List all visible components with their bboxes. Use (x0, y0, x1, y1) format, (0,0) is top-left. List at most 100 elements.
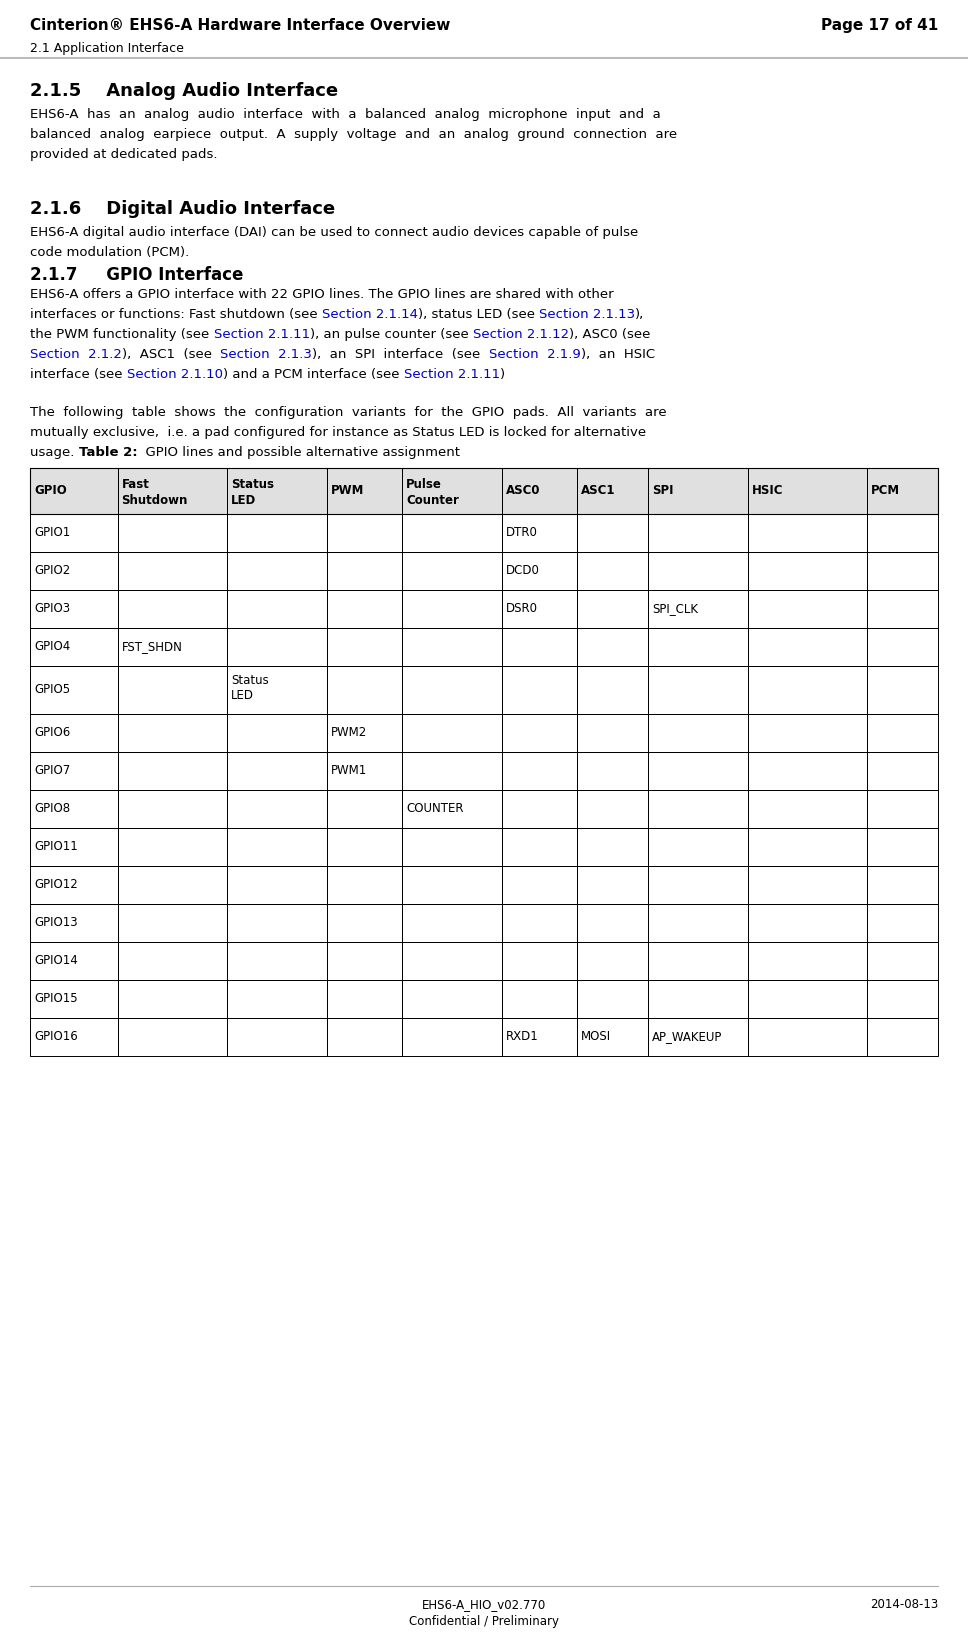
Text: ),  ASC1  (see: ), ASC1 (see (122, 347, 221, 360)
Bar (403, 627, 502, 667)
Bar (327, 514, 403, 552)
Text: ASC1: ASC1 (582, 483, 616, 496)
Bar (577, 514, 649, 552)
Bar (867, 714, 938, 752)
Bar (502, 590, 577, 627)
Text: LED: LED (231, 495, 257, 508)
Bar (403, 867, 502, 904)
Bar (577, 790, 649, 827)
Text: GPIO3: GPIO3 (34, 603, 70, 614)
Bar (30, 942, 117, 980)
Bar (577, 1017, 649, 1057)
Text: COUNTER: COUNTER (407, 803, 464, 816)
Bar (30, 714, 117, 752)
Bar (403, 904, 502, 942)
Bar (748, 468, 867, 514)
Text: GPIO8: GPIO8 (34, 803, 70, 816)
Bar (30, 752, 117, 790)
Bar (403, 552, 502, 590)
Text: The  following  table  shows  the  configuration  variants  for  the  GPIO  pads: The following table shows the configurat… (30, 406, 667, 419)
Bar (403, 790, 502, 827)
Bar (30, 867, 117, 904)
Text: GPIO16: GPIO16 (34, 1030, 77, 1043)
Bar (117, 667, 227, 714)
Text: ),  an  SPI  interface  (see: ), an SPI interface (see (313, 347, 489, 360)
Text: MOSI: MOSI (582, 1030, 612, 1043)
Bar (403, 590, 502, 627)
Bar (117, 790, 227, 827)
Text: 2.1.7     GPIO Interface: 2.1.7 GPIO Interface (30, 265, 243, 283)
Bar (867, 1017, 938, 1057)
Bar (30, 790, 117, 827)
Bar (867, 627, 938, 667)
Bar (327, 714, 403, 752)
Bar (649, 552, 748, 590)
Text: GPIO1: GPIO1 (34, 526, 71, 539)
Bar (502, 980, 577, 1017)
Text: ),  an  HSIC: ), an HSIC (581, 347, 655, 360)
Bar (649, 590, 748, 627)
Bar (117, 867, 227, 904)
Bar (117, 1017, 227, 1057)
Bar (502, 552, 577, 590)
Bar (649, 867, 748, 904)
Bar (748, 867, 867, 904)
Bar (30, 1017, 117, 1057)
Text: Section 2.1.14: Section 2.1.14 (322, 308, 418, 321)
Bar (327, 590, 403, 627)
Text: FST_SHDN: FST_SHDN (122, 640, 182, 654)
Text: Section  2.1.2: Section 2.1.2 (30, 347, 122, 360)
Bar (748, 627, 867, 667)
Bar (502, 514, 577, 552)
Bar (867, 667, 938, 714)
Bar (577, 627, 649, 667)
Text: PWM2: PWM2 (331, 726, 367, 739)
Bar (577, 827, 649, 867)
Bar (403, 667, 502, 714)
Bar (117, 468, 227, 514)
Bar (403, 980, 502, 1017)
Text: Section 2.1.11: Section 2.1.11 (404, 369, 499, 382)
Text: EHS6-A digital audio interface (DAI) can be used to connect audio devices capabl: EHS6-A digital audio interface (DAI) can… (30, 226, 638, 239)
Text: Section 2.1.11: Section 2.1.11 (214, 328, 310, 341)
Bar (502, 942, 577, 980)
Text: Counter: Counter (407, 495, 459, 508)
Bar (649, 980, 748, 1017)
Text: Shutdown: Shutdown (122, 495, 188, 508)
Bar (577, 980, 649, 1017)
Bar (502, 468, 577, 514)
Bar (649, 468, 748, 514)
Bar (30, 667, 117, 714)
Text: DTR0: DTR0 (506, 526, 538, 539)
Bar (502, 627, 577, 667)
Bar (502, 827, 577, 867)
Bar (649, 514, 748, 552)
Bar (403, 468, 502, 514)
Text: DCD0: DCD0 (506, 563, 540, 577)
Bar (403, 827, 502, 867)
Bar (649, 942, 748, 980)
Text: ): ) (499, 369, 504, 382)
Text: ), an pulse counter (see: ), an pulse counter (see (310, 328, 472, 341)
Bar (502, 790, 577, 827)
Bar (649, 827, 748, 867)
Bar (867, 942, 938, 980)
Text: 2014-08-13: 2014-08-13 (870, 1599, 938, 1612)
Bar (867, 468, 938, 514)
Bar (327, 980, 403, 1017)
Bar (117, 827, 227, 867)
Bar (577, 867, 649, 904)
Bar (117, 980, 227, 1017)
Bar (327, 942, 403, 980)
Text: the PWM functionality (see: the PWM functionality (see (30, 328, 214, 341)
Bar (748, 942, 867, 980)
Bar (227, 752, 327, 790)
Bar (117, 752, 227, 790)
Bar (748, 552, 867, 590)
Bar (327, 552, 403, 590)
Bar (577, 714, 649, 752)
Bar (867, 552, 938, 590)
Bar (117, 552, 227, 590)
Text: GPIO5: GPIO5 (34, 683, 70, 696)
Bar (403, 942, 502, 980)
